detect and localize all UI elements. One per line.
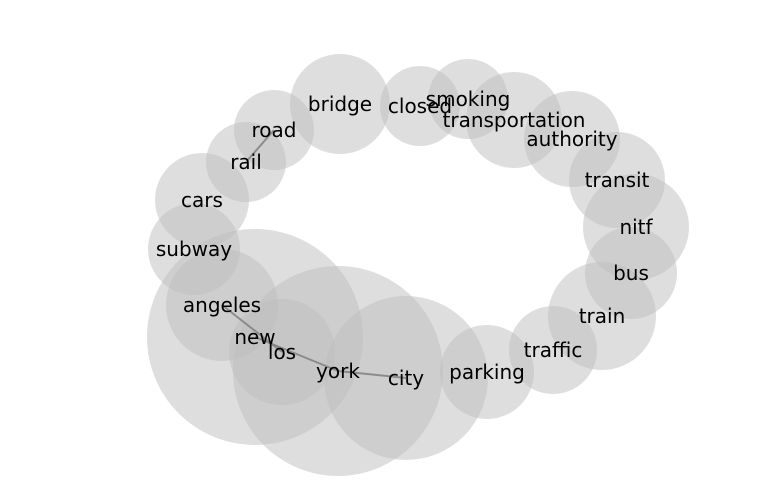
label-layer: bridge closedsmokingtransportationauthori… (156, 87, 654, 390)
edge-layer (221, 129, 407, 379)
word-label-traffic: traffic (524, 338, 583, 362)
edge-york-city (337, 370, 407, 379)
word-label-authority: authority (526, 127, 617, 151)
word-label-train: train (579, 304, 626, 328)
word-label-parking: parking (449, 360, 525, 384)
edge-rail-road (245, 129, 275, 163)
bubble-bridge (290, 54, 390, 154)
word-label-road: road (252, 118, 297, 142)
word-label-new: new (234, 325, 275, 349)
word-label-rail: rail (230, 150, 262, 174)
bubble-traffic (509, 306, 597, 394)
word-label-york: york (316, 359, 360, 383)
bubble-transit (569, 132, 665, 228)
bubble-bus (585, 227, 677, 319)
word-label-bridge: bridge (308, 92, 372, 116)
word-label-nitf: nitf (619, 215, 653, 239)
bubble-smoking (428, 59, 508, 139)
word-label-subway: subway (156, 237, 232, 261)
word-label-bus: bus (613, 261, 649, 285)
edge-los-angeles (221, 304, 283, 353)
word-label-los: los (268, 340, 296, 364)
bubble-subway (148, 203, 240, 295)
word-label-cars: cars (181, 188, 223, 212)
word-label-closed: closed (388, 94, 452, 118)
word-label-transit: transit (585, 168, 650, 192)
word-label-angeles: angeles (183, 293, 261, 317)
word-label-smoking: smoking (426, 87, 511, 111)
word-label-city: city (388, 366, 424, 390)
word-label-transportation: transportation (443, 108, 586, 132)
